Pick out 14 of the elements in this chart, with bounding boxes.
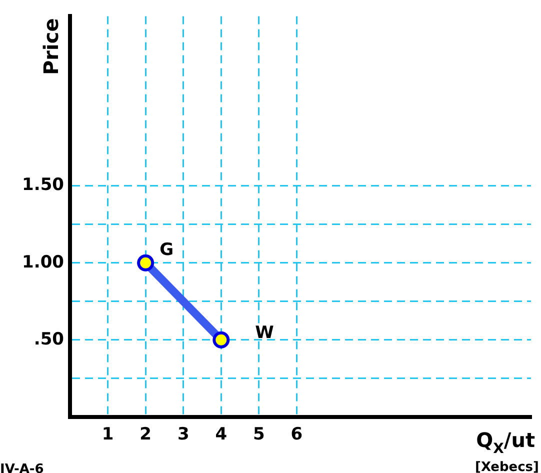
x-tick-label: 3 <box>177 424 190 445</box>
x-tick-label: 6 <box>290 424 303 445</box>
text: [Xebecs] <box>475 460 539 473</box>
annotation: G <box>160 240 174 260</box>
annotation: W <box>255 322 274 343</box>
text: IV-A-6 <box>0 462 44 473</box>
x-tick-label: 5 <box>253 424 265 445</box>
y-tick-label: 1.00 <box>22 252 64 272</box>
x-tick-label: 1 <box>102 424 114 445</box>
y-axis-title: Price <box>39 18 63 75</box>
y-tick-label: 1.50 <box>22 175 64 196</box>
x-tick-label: 4 <box>215 424 228 445</box>
y-tick-label: .50 <box>34 329 64 350</box>
x-tick-label: 2 <box>140 424 152 445</box>
